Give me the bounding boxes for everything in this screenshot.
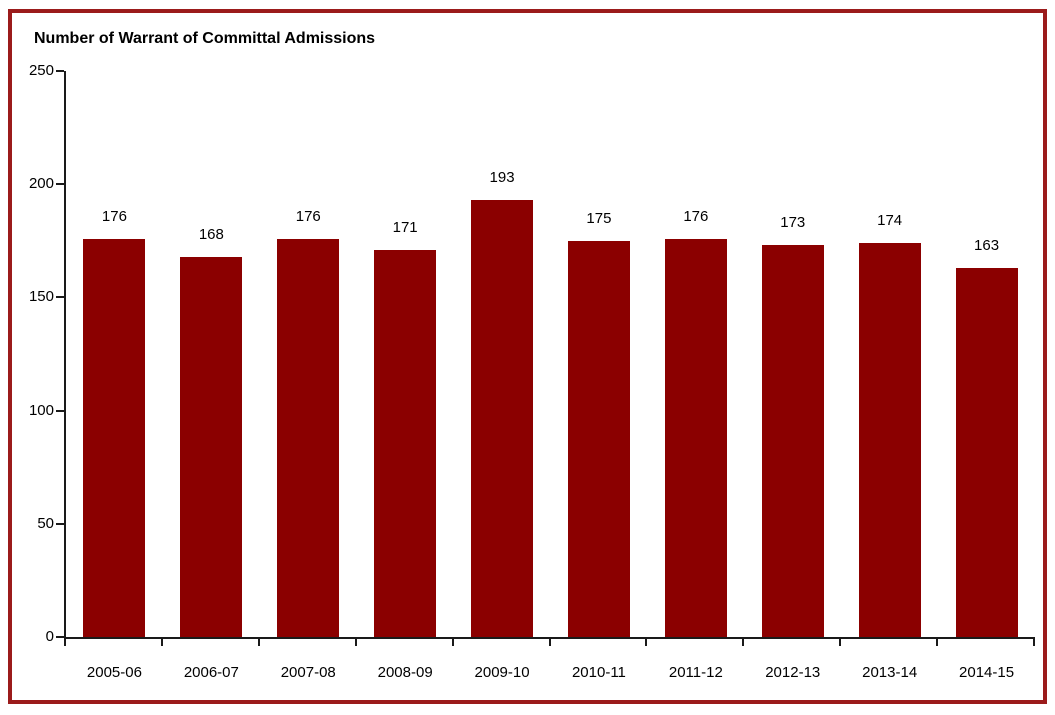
- x-axis-category-label: 2014-15: [959, 664, 1015, 681]
- y-axis-tick: [56, 70, 64, 72]
- y-axis-tick-label: 150: [28, 288, 54, 306]
- bar: [664, 238, 727, 637]
- bar-value-label: 173: [780, 214, 806, 232]
- x-axis-tick: [549, 639, 551, 646]
- x-axis-tick: [355, 639, 357, 646]
- bar: [761, 245, 824, 637]
- x-axis-tick: [645, 639, 647, 646]
- bar: [180, 256, 243, 637]
- x-axis-tick: [258, 639, 260, 646]
- x-axis-category-label: 2006-07: [183, 664, 239, 681]
- bar: [858, 243, 921, 637]
- bar: [374, 249, 437, 637]
- x-axis-tick: [1033, 639, 1035, 646]
- y-axis-tick: [56, 183, 64, 186]
- x-axis-category-label: 2009-10: [474, 664, 530, 681]
- bar-value-label: 176: [683, 207, 709, 225]
- y-axis-line: [64, 71, 66, 639]
- y-axis-tick-label: 0: [45, 628, 54, 645]
- bar-value-label: 193: [489, 169, 515, 187]
- bar-value-label: 168: [198, 225, 224, 243]
- bar: [567, 240, 630, 637]
- x-axis-tick: [839, 639, 841, 646]
- bar-value-label: 163: [974, 236, 1000, 254]
- y-axis-tick-label: 50: [37, 514, 54, 532]
- x-axis-category-label: 2007-08: [280, 664, 336, 681]
- x-axis-category-label: 2005-06: [86, 664, 142, 681]
- bar-value-label: 174: [877, 212, 903, 230]
- y-axis-tick: [56, 296, 64, 299]
- bar-value-label: 171: [392, 218, 418, 236]
- x-axis-category-label: 2011-12: [668, 664, 723, 681]
- bar: [471, 200, 534, 637]
- y-axis-tick: [56, 409, 64, 412]
- x-axis-line: [64, 637, 1035, 639]
- x-axis-category-label: 2008-09: [377, 664, 433, 681]
- y-axis-tick: [56, 522, 64, 525]
- bar: [83, 238, 146, 637]
- y-axis-tick-label: 200: [28, 175, 54, 193]
- y-axis-tick: [56, 636, 64, 638]
- x-axis-category-label: 2012-13: [765, 664, 821, 681]
- x-axis-category-label: 2010-11: [571, 664, 626, 681]
- x-axis-tick: [452, 639, 454, 646]
- x-axis-tick: [742, 639, 744, 646]
- x-axis-category-label: 2013-14: [862, 664, 918, 681]
- bar-value-label: 176: [101, 207, 127, 225]
- bar: [277, 238, 340, 637]
- x-axis-tick: [936, 639, 938, 646]
- x-axis-tick: [161, 639, 163, 646]
- bar: [955, 267, 1018, 637]
- x-axis-tick: [64, 639, 66, 646]
- bar-value-label: 175: [586, 209, 612, 227]
- bar-value-label: 176: [295, 207, 321, 225]
- y-axis-tick-label: 100: [28, 401, 54, 419]
- y-axis-tick-label: 250: [28, 62, 54, 79]
- chart-title: Number of Warrant of Committal Admission…: [34, 30, 376, 47]
